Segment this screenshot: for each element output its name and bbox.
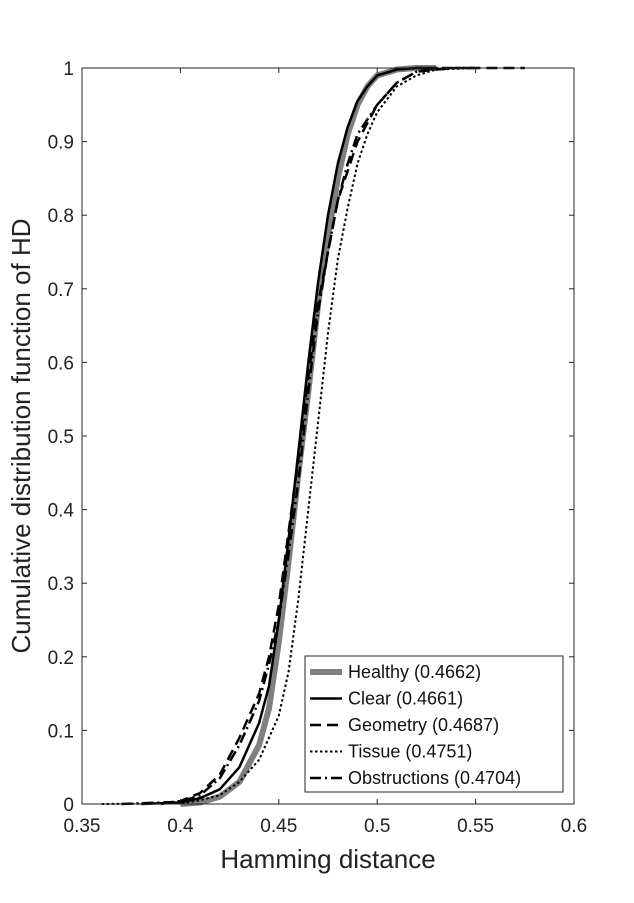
- legend: Healthy (0.4662) Clear (0.4661) Geometry (…: [304, 655, 564, 793]
- legend-label: Healthy (0.4662): [348, 662, 481, 682]
- ticks-layer: 0.35 0.4 0.45 0.5 0.55 0.6 0 0.1 0.2 0.3 0.4 0.5 0.6…: [48, 59, 588, 837]
- x-tick-label: 0.4: [167, 816, 194, 837]
- y-tick-label: 0.3: [48, 574, 74, 595]
- legend-label: Clear (0.4661): [348, 689, 463, 709]
- legend-items: Healthy (0.4662) Clear (0.4661) Geometry (…: [310, 662, 521, 788]
- series-layer: [101, 65, 525, 807]
- y-tick-label: 0.9: [48, 133, 74, 154]
- y-tick-label: 1: [63, 59, 74, 80]
- series-line-dotted: [101, 67, 476, 805]
- series-line-solid: [140, 66, 437, 806]
- x-tick-label: 0.5: [364, 816, 390, 837]
- legend-label: Tissue (0.4751): [348, 742, 472, 762]
- y-tick-label: 0.6: [48, 353, 74, 374]
- x-tick-label: 0.55: [457, 816, 494, 837]
- y-tick-label: 0.5: [48, 427, 74, 448]
- series-line-dash-dot: [121, 66, 476, 806]
- x-tick-label: 0.6: [561, 816, 587, 837]
- legend-label: Geometry (0.4687): [348, 715, 499, 735]
- x-tick-label: 0.45: [260, 816, 297, 837]
- y-tick-label: 0: [63, 795, 74, 816]
- x-tick-label: 0.35: [64, 816, 101, 837]
- y-tick-label: 0.2: [48, 648, 74, 669]
- legend-box: [304, 655, 564, 793]
- y-axis-label: Cumulative distribution function of HD: [6, 219, 36, 654]
- y-tick-label: 0.4: [48, 501, 75, 522]
- y-tick-label: 0.1: [48, 721, 74, 742]
- legend-label: Obstructions (0.4704): [348, 768, 521, 788]
- y-tick-label: 0.8: [48, 206, 74, 227]
- y-tick-label: 0.7: [48, 280, 74, 301]
- x-axis-label: Hamming distance: [220, 844, 435, 874]
